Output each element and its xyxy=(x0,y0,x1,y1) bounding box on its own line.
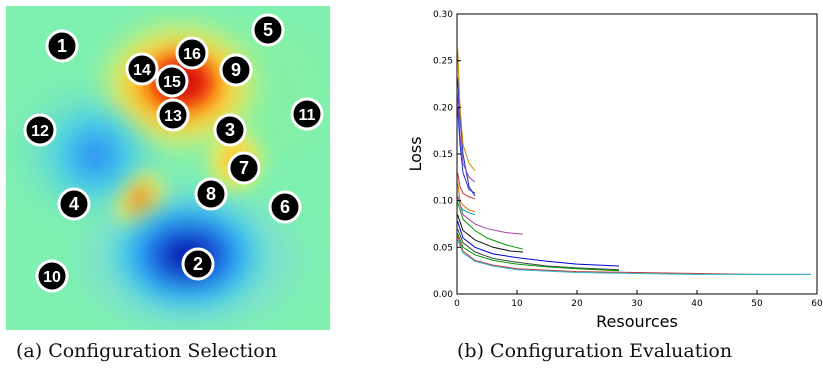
series-line-8 xyxy=(457,202,524,250)
marker-10: 10 xyxy=(35,259,69,293)
y-tick-label: 0.10 xyxy=(433,197,453,207)
marker-label: 2 xyxy=(193,254,203,274)
marker-3: 3 xyxy=(213,113,247,147)
marker-label: 6 xyxy=(280,197,290,217)
marker-circle xyxy=(219,53,253,87)
marker-circle xyxy=(290,97,324,131)
marker-label: 10 xyxy=(43,269,61,286)
marker-6: 6 xyxy=(268,190,302,224)
marker-label: 11 xyxy=(299,107,316,124)
x-tick-label: 30 xyxy=(631,299,643,309)
marker-16: 16 xyxy=(175,36,209,70)
series-line-11 xyxy=(457,221,620,267)
marker-label: 15 xyxy=(163,74,181,91)
marker-circle xyxy=(155,64,189,98)
series-line-12 xyxy=(457,228,620,271)
marker-5: 5 xyxy=(251,13,285,47)
y-tick-label: 0.25 xyxy=(433,57,453,67)
marker-circle xyxy=(213,113,247,147)
series-line-5 xyxy=(457,172,476,200)
marker-circle xyxy=(156,98,190,132)
series-line-1 xyxy=(457,77,476,197)
y-tick-label: 0.00 xyxy=(433,290,453,300)
x-tick-label: 0 xyxy=(454,299,460,309)
marker-circle xyxy=(23,113,57,147)
marker-label: 7 xyxy=(239,158,249,178)
marker-13: 13 xyxy=(156,98,190,132)
marker-label: 4 xyxy=(69,194,79,214)
y-axis-label: Loss xyxy=(406,136,425,171)
marker-circle xyxy=(194,177,228,211)
marker-15: 15 xyxy=(155,64,189,98)
y-axis-ticks: 0.00 0.05 0.10 0.15 0.20 0.25 0.30 xyxy=(433,10,461,300)
plot-area xyxy=(456,13,818,295)
marker-label: 14 xyxy=(133,62,151,79)
marker-label: 16 xyxy=(183,46,201,63)
marker-1: 1 xyxy=(45,29,79,63)
marker-circle xyxy=(45,29,79,63)
marker-circle xyxy=(181,247,215,281)
marker-14: 14 xyxy=(125,52,159,86)
marker-7: 7 xyxy=(227,151,261,185)
series-line-10 xyxy=(457,214,524,253)
y-tick-label: 0.05 xyxy=(433,243,453,253)
y-tick-label: 0.15 xyxy=(433,150,453,160)
x-tick-label: 40 xyxy=(691,299,703,309)
marker-circle xyxy=(268,190,302,224)
caption-configuration-evaluation: (b) Configuration Evaluation xyxy=(457,340,733,362)
series-line-6 xyxy=(457,181,476,213)
marker-label: 3 xyxy=(225,120,235,140)
x-tick-label: 10 xyxy=(511,299,523,309)
marker-circle xyxy=(227,151,261,185)
marker-label: 5 xyxy=(263,20,273,40)
marker-8: 8 xyxy=(194,177,228,211)
y-tick-label: 0.20 xyxy=(433,103,453,113)
series-line-2 xyxy=(457,46,476,172)
x-tick-label: 20 xyxy=(571,299,583,309)
series-layer xyxy=(457,46,811,275)
x-axis-label: Resources xyxy=(596,312,678,331)
marker-9: 9 xyxy=(219,53,253,87)
marker-circle xyxy=(175,36,209,70)
caption-configuration-selection: (a) Configuration Selection xyxy=(16,340,277,362)
marker-12: 12 xyxy=(23,113,57,147)
marker-4: 4 xyxy=(57,187,91,221)
series-line-15 xyxy=(457,239,811,275)
marker-label: 1 xyxy=(57,36,67,56)
x-tick-label: 60 xyxy=(811,299,823,309)
series-line-4 xyxy=(457,107,476,194)
marker-label: 12 xyxy=(31,123,49,140)
loss-chart: 0.00 0.05 0.10 0.15 0.20 0.25 0.30 0 10 20 30 40 50… xyxy=(406,10,823,331)
x-axis-ticks: 0 10 20 30 40 50 60 xyxy=(454,290,823,309)
marker-label: 9 xyxy=(231,60,241,80)
marker-circle xyxy=(57,187,91,221)
marker-label: 8 xyxy=(206,184,216,204)
marker-circle xyxy=(35,259,69,293)
marker-11: 11 xyxy=(290,97,324,131)
x-tick-label: 50 xyxy=(751,299,763,309)
marker-circle xyxy=(251,13,285,47)
marker-2: 2 xyxy=(181,247,215,281)
marker-circle xyxy=(125,52,159,86)
marker-label: 13 xyxy=(164,108,182,125)
series-line-3 xyxy=(457,93,476,183)
series-line-9 xyxy=(457,195,524,235)
series-line-13 xyxy=(457,233,620,272)
y-tick-label: 0.30 xyxy=(433,10,453,20)
